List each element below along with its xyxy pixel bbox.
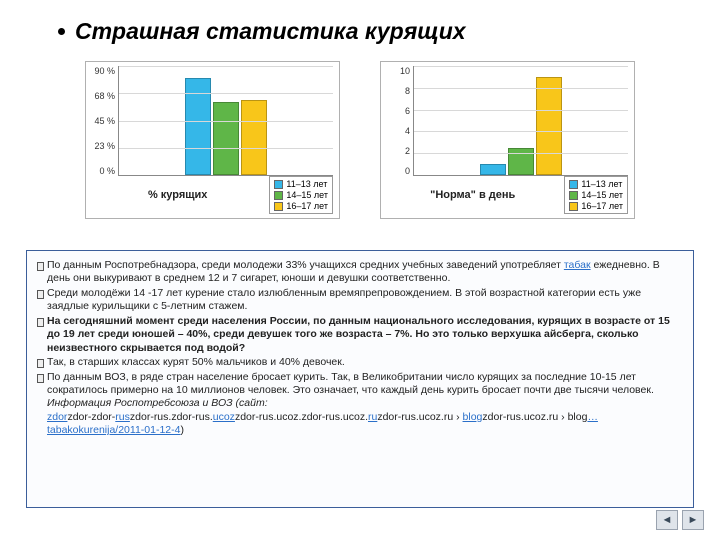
nav-prev-button[interactable]: ◄ — [656, 510, 678, 530]
grid-line — [414, 153, 628, 154]
legend-label: 11–13 лет — [581, 179, 622, 189]
legend-label: 14–15 лет — [286, 190, 328, 200]
y-tick: 23 % — [94, 141, 115, 151]
chart2-bars — [414, 66, 628, 175]
grid-line — [414, 66, 628, 67]
chart1-footer: % курящих 11–13 лет14–15 лет16–17 лет — [86, 176, 339, 218]
chart1-plot — [118, 66, 333, 176]
chart1-plot-area: 90 % 68 % 45 % 23 % 0 % — [86, 62, 339, 176]
info-box: По данным Роспотребнадзора, среди молоде… — [26, 250, 694, 508]
chart1-legend: 11–13 лет14–15 лет16–17 лет — [269, 176, 333, 214]
grid-line — [119, 93, 333, 94]
nav-controls: ◄ ► — [656, 510, 704, 530]
y-tick: 8 — [405, 86, 410, 96]
chart2-legend: 11–13 лет14–15 лет16–17 лет — [564, 176, 628, 214]
bar — [480, 164, 506, 175]
chart1-y-axis: 90 % 68 % 45 % 23 % 0 % — [86, 62, 118, 176]
title-bullet — [58, 28, 65, 35]
legend-swatch — [569, 202, 578, 211]
y-tick: 10 — [400, 66, 410, 76]
grid-line — [119, 148, 333, 149]
chart-norma-per-day: 10 8 6 4 2 0 "Норма" в день 11–13 лет14–15 ле… — [380, 61, 635, 219]
info-item: Так, в старших классах курят 50% мальчик… — [37, 356, 683, 369]
y-tick: 0 — [405, 166, 410, 176]
bar — [508, 148, 534, 175]
bar — [213, 102, 239, 175]
y-tick: 90 % — [94, 66, 115, 76]
legend-label: 14–15 лет — [581, 190, 623, 200]
y-tick: 45 % — [94, 116, 115, 126]
chart2-plot-area: 10 8 6 4 2 0 — [381, 62, 634, 176]
legend-swatch — [569, 191, 578, 200]
legend-swatch — [569, 180, 578, 189]
info-list: По данным Роспотребнадзора, среди молоде… — [37, 259, 683, 438]
legend-item: 16–17 лет — [274, 201, 328, 211]
y-tick: 6 — [405, 106, 410, 116]
chart2-footer: "Норма" в день 11–13 лет14–15 лет16–17 л… — [381, 176, 634, 218]
chart2-x-label: "Норма" в день — [387, 189, 558, 201]
chart-percent-smokers: 90 %68 %45 %23 %0 % % курящих 11–13 лет1… — [85, 61, 340, 219]
legend-label: 11–13 лет — [286, 179, 327, 189]
charts-row: 90 %68 %45 %23 %0 % % курящих 11–13 лет1… — [0, 61, 720, 219]
info-item: На сегодняшний момент среди населения Ро… — [37, 315, 683, 355]
legend-item: 14–15 лет — [569, 190, 623, 200]
grid-line — [414, 131, 628, 132]
bar — [536, 77, 562, 175]
chart1-x-label: % курящих — [92, 189, 263, 201]
legend-item: 16–17 лет — [569, 201, 623, 211]
grid-line — [414, 110, 628, 111]
legend-label: 16–17 лет — [581, 201, 623, 211]
y-tick: 0 % — [99, 166, 115, 176]
legend-swatch — [274, 191, 283, 200]
legend-label: 16–17 лет — [286, 201, 328, 211]
y-tick: 2 — [405, 146, 410, 156]
grid-line — [119, 66, 333, 67]
page-title: Страшная статистика курящих — [75, 18, 466, 45]
y-tick: 4 — [405, 126, 410, 136]
legend-swatch — [274, 202, 283, 211]
title-row: Страшная статистика курящих — [0, 0, 720, 55]
y-tick: 68 % — [94, 91, 115, 101]
legend-item: 14–15 лет — [274, 190, 328, 200]
legend-swatch — [274, 180, 283, 189]
info-item: По данным ВОЗ, в ряде стран население бр… — [37, 371, 683, 438]
info-item: Среди молодёжи 14 -17 лет курение стало … — [37, 287, 683, 314]
grid-line — [119, 121, 333, 122]
nav-next-button[interactable]: ► — [682, 510, 704, 530]
chart2-plot — [413, 66, 628, 176]
legend-item: 11–13 лет — [569, 179, 623, 189]
grid-line — [414, 88, 628, 89]
chart2-y-axis: 10 8 6 4 2 0 — [381, 62, 413, 176]
info-item: По данным Роспотребнадзора, среди молоде… — [37, 259, 683, 286]
bar — [241, 100, 267, 175]
legend-item: 11–13 лет — [274, 179, 328, 189]
